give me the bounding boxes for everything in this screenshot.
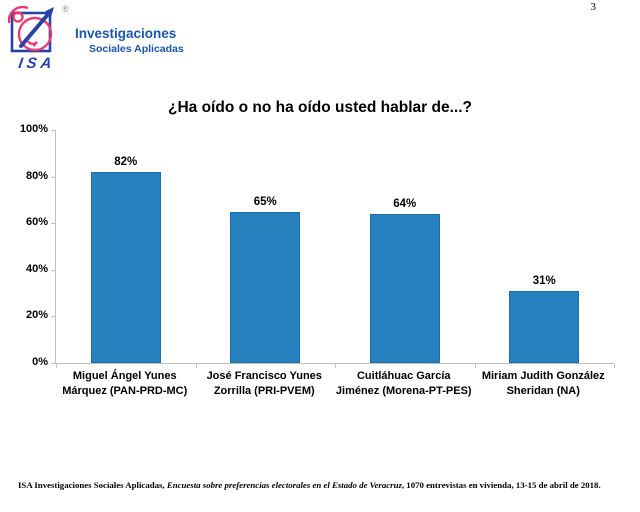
x-tick-mark bbox=[335, 364, 336, 368]
category-label-line: Márquez (PAN-PRD-MC) bbox=[62, 384, 188, 397]
x-tick-mark bbox=[195, 364, 197, 368]
y-tick-label: 100% bbox=[19, 123, 48, 135]
source-note-study-title: Encuesta sobre preferencias electorales … bbox=[166, 480, 402, 490]
category-label: Miriam Judith González Sheridan (NA) bbox=[468, 369, 618, 398]
x-tick-mark bbox=[614, 364, 615, 368]
bar-value-label: 82% bbox=[114, 155, 138, 168]
category-label-line: Jiménez (Morena-PT-PES) bbox=[335, 384, 472, 397]
y-tick-label: 80% bbox=[25, 169, 48, 182]
category-label-line: Miguel Ángel Yunes bbox=[72, 370, 177, 382]
plot-area: 82% 65% 64% 31% bbox=[51, 130, 615, 368]
logo-monogram: ISA bbox=[17, 55, 57, 72]
y-tick-mark bbox=[51, 269, 55, 271]
y-tick-label: 20% bbox=[25, 309, 48, 322]
category-label-line: Sheridan (NA) bbox=[506, 384, 580, 397]
y-tick-mark bbox=[51, 223, 55, 225]
y-axis-labels: 0% 20% 40% 60% 80% 100% bbox=[0, 123, 48, 368]
source-note: ISA Investigaciones Sociales Aplicadas, … bbox=[18, 480, 601, 490]
page-number: 3 bbox=[590, 1, 597, 13]
logo-arrow-head bbox=[45, 7, 54, 17]
x-axis-labels: Miguel Ángel Yunes Márquez (PAN-PRD-MC) Jo… bbox=[55, 369, 613, 413]
logo-spiral-inner bbox=[12, 11, 24, 23]
logo-arrow-shaft bbox=[19, 10, 52, 48]
x-tick-mark bbox=[474, 364, 476, 368]
category-label-line: Cuitláhuac García bbox=[356, 370, 451, 382]
source-note-part1: ISA Investigaciones Sociales Aplicadas, bbox=[18, 480, 167, 490]
logo-flourish bbox=[26, 40, 38, 47]
logo-spiral-outer bbox=[8, 5, 29, 24]
y-tick-mark bbox=[51, 176, 55, 178]
y-tick-label: 40% bbox=[25, 262, 48, 275]
bar-value-label: 65% bbox=[253, 195, 277, 208]
registered-trademark-icon: ® bbox=[62, 4, 69, 14]
chart-title: ¿Ha oído o no ha oído usted hablar de...… bbox=[168, 99, 472, 116]
bar-4 bbox=[509, 290, 580, 363]
logo-circle bbox=[17, 16, 53, 52]
company-name-line1: Investigaciones bbox=[75, 26, 177, 41]
source-note-part2: , 1070 entrevistas en vivienda, 13-15 de… bbox=[401, 480, 601, 490]
y-tick-label: 60% bbox=[25, 216, 48, 229]
y-tick-label: 0% bbox=[32, 356, 48, 368]
category-label: Cuitláhuac García Jiménez (Morena-PT-PES) bbox=[329, 369, 479, 398]
bar-value-label: 64% bbox=[393, 197, 417, 210]
x-tick-mark bbox=[56, 364, 57, 368]
isa-logo-icon bbox=[8, 5, 54, 53]
category-label-line: Zorrilla (PRI-PVEM) bbox=[213, 384, 315, 397]
category-label: José Francisco Yunes Zorrilla (PRI-PVEM) bbox=[189, 369, 339, 398]
y-tick-mark bbox=[51, 363, 55, 364]
y-tick-mark bbox=[51, 130, 55, 131]
category-label-line: Miriam Judith González bbox=[481, 370, 605, 382]
company-name-line2: Sociales Aplicadas bbox=[89, 43, 184, 55]
y-tick-mark bbox=[51, 316, 55, 318]
company-name: Investigaciones Sociales Aplicadas bbox=[75, 26, 184, 55]
bar-3 bbox=[369, 213, 440, 363]
bar-2 bbox=[230, 211, 301, 363]
bar-1 bbox=[90, 171, 161, 363]
category-label-line: José Francisco Yunes bbox=[206, 370, 322, 382]
category-label: Miguel Ángel Yunes Márquez (PAN-PRD-MC) bbox=[50, 369, 200, 398]
bar-value-label: 31% bbox=[532, 274, 556, 287]
